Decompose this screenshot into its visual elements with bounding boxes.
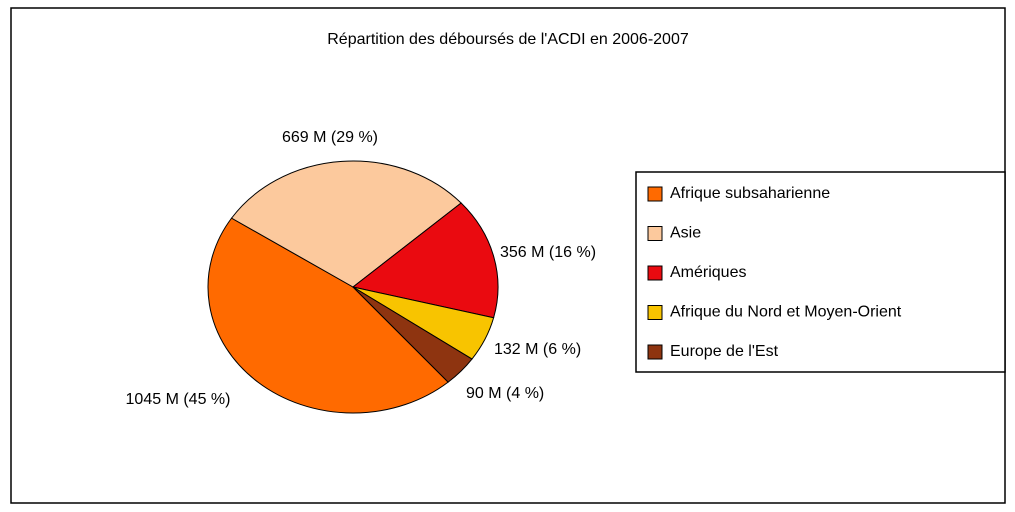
legend-label: Europe de l'Est bbox=[670, 343, 779, 360]
pie-slice bbox=[230, 160, 462, 288]
data-label: 90 M (4 %) bbox=[466, 385, 544, 402]
legend-swatch bbox=[647, 344, 663, 360]
data-label: 669 M (29 %) bbox=[282, 129, 378, 146]
pie-slice bbox=[352, 286, 473, 383]
chart-title: Répartition des déboursés de l'ACDI en 2… bbox=[327, 31, 689, 48]
legend-label: Afrique subsaharienne bbox=[670, 185, 830, 202]
legend-swatch bbox=[647, 186, 663, 202]
pie-slice bbox=[351, 202, 499, 319]
data-label: 132 M (6 %) bbox=[494, 341, 581, 358]
legend-swatch bbox=[647, 265, 663, 281]
legend-label: Amériques bbox=[670, 264, 746, 281]
legend-swatch bbox=[647, 226, 663, 241]
legend-label: Afrique du Nord et Moyen-Orient bbox=[670, 304, 902, 321]
data-label: 1045 M (45 %) bbox=[126, 391, 231, 408]
data-label: 356 M (16 %) bbox=[500, 244, 596, 261]
pie-slice bbox=[207, 217, 449, 414]
legend-label: Asie bbox=[670, 225, 701, 242]
legend-swatch bbox=[647, 305, 663, 320]
legend-box bbox=[635, 171, 1006, 373]
